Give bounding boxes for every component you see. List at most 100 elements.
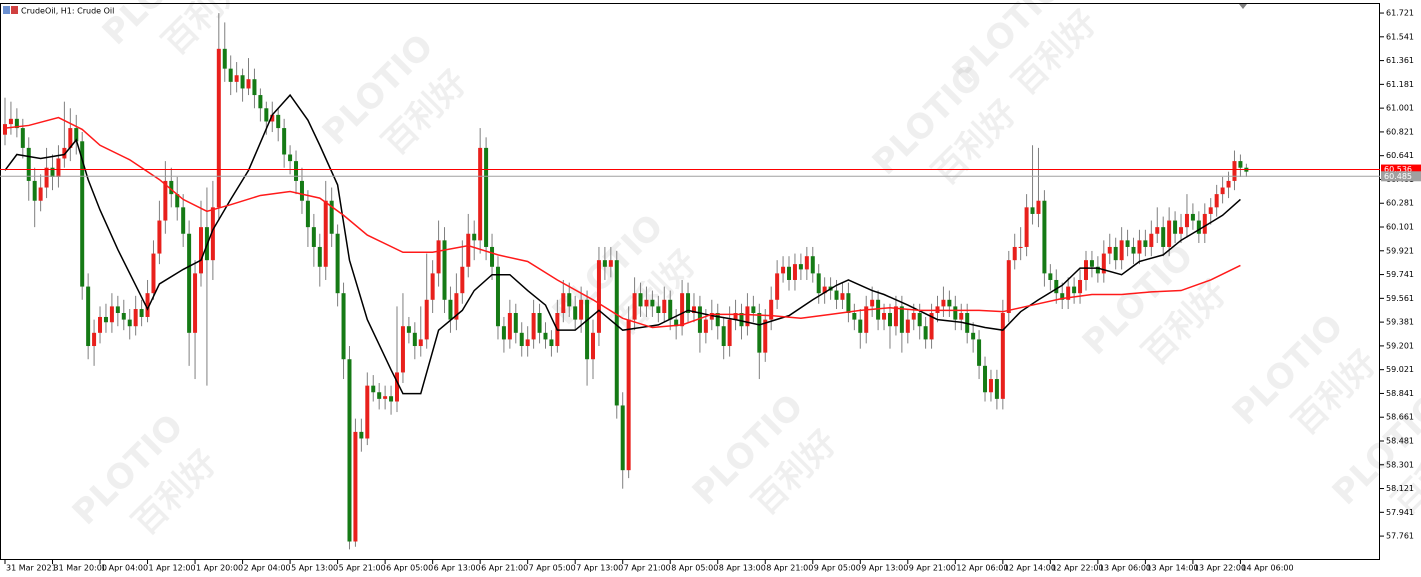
y-tick-label: 61.181 [1386,80,1414,89]
candle-body [109,306,114,323]
candle-body [644,299,649,307]
x-tick-label: 1 Apr 04:00 [101,564,148,573]
candle-body [876,299,881,320]
candle-body [133,309,138,327]
y-tick-label: 58.481 [1386,436,1414,445]
x-tick-label: 12 Apr 22:00 [1051,564,1103,573]
candle-body [1083,260,1088,280]
candle-body [466,233,471,267]
x-tick-label: 5 Apr 21:00 [339,564,386,573]
candle-body [305,200,310,228]
candle-body [834,290,839,300]
y-tick-label: 59.741 [1386,270,1414,279]
candle-body [478,147,483,241]
candle-body [1018,246,1023,248]
candle-body [840,293,845,300]
candle-body [537,313,542,333]
candle-body [234,75,239,82]
candle-body [74,128,79,142]
y-tick-label: 59.921 [1386,246,1414,255]
candle-body [1066,286,1071,300]
candle-body [911,313,916,320]
plot-frame [0,3,1380,560]
candle-body [870,299,875,307]
candle-body [531,313,536,340]
candle-body [567,293,572,307]
candle-body [216,48,221,208]
candle-body [775,273,780,300]
candle-body [1167,220,1172,247]
y-tick-label: 58.841 [1386,389,1414,398]
candle-body [662,299,667,314]
candle-body [715,313,720,327]
candle-body [424,299,429,340]
candle-body [121,313,126,320]
x-tick-label: 31 Mar 20:00 [54,564,107,573]
candle-body [1107,246,1112,254]
candle-body [56,158,61,177]
candle-body [1036,200,1041,214]
x-tick-label: 6 Apr 05:00 [386,564,433,573]
candle-body [436,240,441,274]
candle-body [585,299,590,360]
candle-body [596,260,601,333]
candle-body [751,306,756,314]
candle-body [198,227,203,274]
y-tick-label: 61.001 [1386,104,1414,113]
y-tick-label: 60.821 [1386,127,1414,136]
x-tick-label: 6 Apr 13:00 [434,564,481,573]
chart-title: CrudeOil, H1: Crude Oil [21,7,114,16]
price-label: 60.536 [1384,165,1412,174]
candle-body [400,326,405,373]
candle-body [228,68,233,82]
candle-body [1143,240,1148,247]
candle-body [92,332,97,347]
price-label-bg [1381,164,1421,175]
candle-body [139,309,144,317]
x-tick-label: 7 Apr 13:00 [576,564,623,573]
candle-body [323,200,328,267]
icon [11,6,18,14]
candle-body [442,240,447,300]
candle-body [460,266,465,294]
candle-body [727,319,732,347]
candle-body [994,379,999,399]
candle-body [525,339,530,347]
candle-body [852,313,857,320]
candle-body [798,264,803,270]
candle-body [513,313,518,333]
price-label-bg [1381,171,1421,182]
x-tick-label: 9 Apr 13:00 [861,564,908,573]
candle-body [632,293,637,320]
candle-body [151,253,156,294]
candle-body [1054,279,1059,294]
candle-body [804,256,809,270]
candle-body [38,187,43,201]
candle-body [383,396,388,399]
candle-body [882,313,887,320]
candle-body [127,319,132,327]
candle-body [430,273,435,300]
candle-body [371,385,376,393]
candle-body [697,306,702,333]
candle-body [335,233,340,294]
candle-body [454,293,459,320]
candle-body [145,293,150,317]
shift-marker [1239,4,1247,9]
candle-body [294,161,299,181]
candle-body [638,293,643,307]
candle-body [656,306,661,314]
candle-body [1179,227,1184,234]
candle-body [810,256,815,274]
candle-body [953,306,958,320]
candle-body [68,128,73,148]
candle-body [448,299,453,320]
x-tick-label: 13 Apr 22:00 [1194,564,1246,573]
candle-body [1214,194,1219,208]
x-tick-label: 14 Apr 06:00 [1241,564,1293,573]
candle-body [157,220,162,254]
y-tick-label: 60.101 [1386,223,1414,232]
candle-body [14,118,19,129]
